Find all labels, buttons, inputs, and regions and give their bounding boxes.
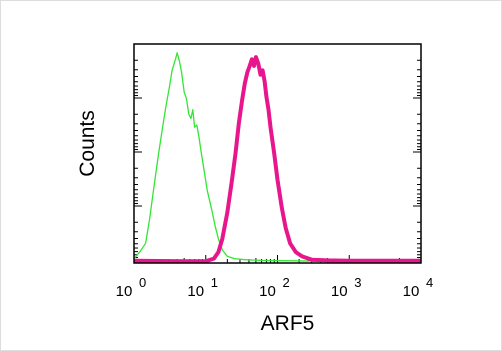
series-line-1 xyxy=(133,52,421,263)
x-tick-label-exponent: 2 xyxy=(283,275,290,290)
x-tick-label-base: 10 xyxy=(116,283,133,300)
x-tick-label-base: 10 xyxy=(403,283,420,300)
x-tick-label-base: 10 xyxy=(331,283,348,300)
x-tick-label-base: 10 xyxy=(187,283,204,300)
series xyxy=(133,52,421,264)
x-tick-label-exponent: 3 xyxy=(354,275,361,290)
ticks xyxy=(133,43,422,263)
y-axis-title: Counts xyxy=(76,110,99,177)
plot-area-border xyxy=(133,43,422,264)
series-line-2 xyxy=(133,55,421,264)
x-tick-label-exponent: 4 xyxy=(426,275,433,290)
x-tick-labels: 10 0 10 1 10 2 10 3 10 4 xyxy=(116,275,434,300)
x-tick-label-exponent: 0 xyxy=(139,275,146,290)
x-axis-title: ARF5 xyxy=(261,312,315,335)
x-tick-label-base: 10 xyxy=(259,283,276,300)
x-tick-label-exponent: 1 xyxy=(211,275,218,290)
